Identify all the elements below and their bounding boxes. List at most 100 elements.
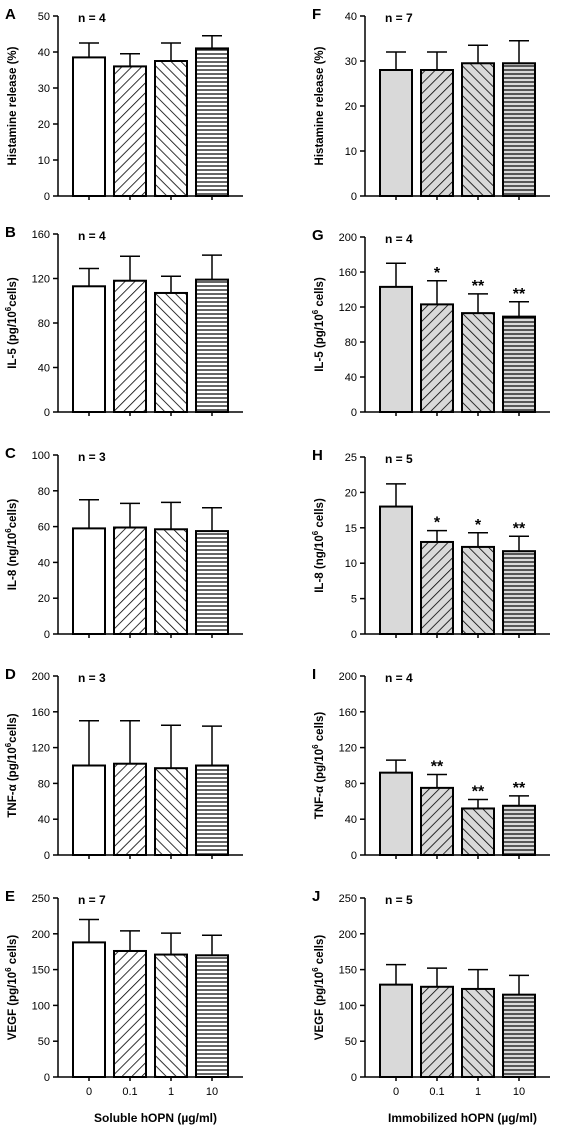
- x-tick-label: 0.1: [122, 1086, 137, 1098]
- y-tick-label: 10: [38, 155, 50, 167]
- y-tick-label: 120: [32, 274, 50, 286]
- y-tick-label: 100: [32, 1000, 50, 1012]
- y-tick-label: 160: [339, 267, 357, 279]
- y-tick-label: 40: [38, 47, 50, 59]
- bar-f-2: [461, 62, 495, 197]
- y-tick-label: 30: [38, 83, 50, 95]
- bar-c-3: [195, 530, 229, 636]
- y-tick-label: 120: [339, 302, 357, 314]
- bar-d-2: [154, 767, 188, 856]
- bar-d-3: [195, 764, 229, 856]
- panel-letter: J: [312, 888, 320, 905]
- significance-marker: **: [472, 278, 485, 295]
- bar-i-3: [502, 804, 536, 857]
- y-tick-label: 0: [44, 191, 50, 203]
- bar-a-2: [154, 60, 188, 197]
- bar-h-1: [420, 540, 454, 636]
- y-tick-label: 10: [345, 146, 357, 158]
- bar-g-3: [502, 315, 536, 413]
- y-tick-label: 200: [339, 232, 357, 244]
- y-tick-label: 15: [345, 523, 357, 535]
- y-tick-label: 0: [351, 1072, 357, 1084]
- x-tick-label: 0.1: [429, 1086, 444, 1098]
- panel-a: A 0 10 20 30 40 50 Histamine release (%) n = 4: [5, 6, 243, 203]
- y-tick-label: 30: [345, 56, 357, 68]
- y-axis-label: IL-5 (pg/106 cells): [311, 277, 326, 372]
- y-tick-label: 160: [32, 707, 50, 719]
- n-label: n = 7: [385, 11, 413, 25]
- significance-marker: *: [434, 265, 441, 282]
- y-tick-label: 160: [32, 229, 50, 241]
- bar-g-1: [420, 303, 454, 413]
- bar-j-0: [379, 983, 413, 1078]
- y-tick-label: 120: [32, 743, 50, 755]
- significance-marker: **: [513, 286, 526, 303]
- bar-j-1: [420, 985, 454, 1078]
- y-tick-label: 100: [339, 1000, 357, 1012]
- significance-marker: **: [431, 758, 444, 775]
- bar-c-2: [154, 528, 188, 635]
- bar-a-3: [195, 47, 229, 198]
- y-tick-label: 40: [345, 11, 357, 23]
- significance-marker: **: [472, 784, 485, 801]
- bar-h-0: [379, 505, 413, 635]
- y-tick-label: 40: [38, 557, 50, 569]
- n-label: n = 4: [78, 229, 106, 243]
- y-tick-label: 50: [38, 11, 50, 23]
- n-label: n = 5: [385, 452, 413, 466]
- bar-d-1: [113, 762, 147, 857]
- bar-a-1: [113, 65, 147, 198]
- y-tick-label: 0: [351, 629, 357, 641]
- y-tick-label: 20: [38, 593, 50, 605]
- bar-e-2: [154, 953, 188, 1079]
- bar-g-0: [379, 285, 413, 413]
- bar-f-1: [420, 69, 454, 197]
- bar-f-0: [379, 69, 413, 197]
- x-tick-label: 0: [86, 1086, 92, 1098]
- y-tick-label: 200: [32, 929, 50, 941]
- y-tick-label: 40: [38, 814, 50, 826]
- panel-d: D 0 40 80 120 160 200 TNF-α (pg/106cells) n = 3: [4, 666, 243, 862]
- bar-a-0: [72, 56, 106, 198]
- y-tick-label: 20: [345, 101, 357, 113]
- y-axis-label: IL-5 (pg/106cells): [4, 277, 19, 369]
- y-tick-label: 0: [44, 850, 50, 862]
- bar-h-2: [461, 545, 495, 636]
- x-tick-label: 10: [513, 1086, 525, 1098]
- n-label: n = 4: [385, 671, 413, 685]
- bar-b-2: [154, 291, 188, 413]
- panel-letter: A: [5, 6, 16, 23]
- panel-letter: H: [312, 447, 323, 464]
- significance-marker: **: [513, 520, 526, 537]
- y-axis-label: IL-8 (ng/106 cells): [311, 498, 326, 593]
- n-label: n = 4: [385, 232, 413, 246]
- y-tick-label: 5: [351, 594, 357, 606]
- panel-letter: G: [312, 227, 324, 244]
- significance-marker: **: [513, 780, 526, 797]
- y-tick-label: 20: [345, 487, 357, 499]
- n-label: n = 3: [78, 450, 106, 464]
- panel-letter: F: [312, 6, 321, 23]
- bar-i-1: [420, 786, 454, 856]
- y-tick-label: 200: [339, 929, 357, 941]
- y-axis-label: TNF-α (pg/106 cells): [311, 712, 326, 820]
- y-tick-label: 0: [44, 1072, 50, 1084]
- panel-letter: B: [5, 224, 16, 241]
- y-axis-label: TNF-α (pg/106cells): [4, 713, 19, 817]
- y-axis-label: Histamine release (%): [7, 46, 19, 165]
- y-tick-label: 80: [345, 337, 357, 349]
- y-tick-label: 0: [351, 191, 357, 203]
- y-tick-label: 40: [345, 814, 357, 826]
- y-tick-label: 60: [38, 522, 50, 534]
- y-tick-label: 250: [339, 893, 357, 905]
- y-tick-label: 25: [345, 452, 357, 464]
- panel-c: C 0 20 40 60 80 100 IL-8 (ng/106cells) n = 3: [4, 445, 243, 641]
- bar-c-1: [113, 526, 147, 635]
- bar-e-1: [113, 949, 147, 1079]
- n-label: n = 7: [78, 893, 106, 907]
- bar-h-3: [502, 550, 536, 635]
- panel-letter: E: [5, 888, 15, 905]
